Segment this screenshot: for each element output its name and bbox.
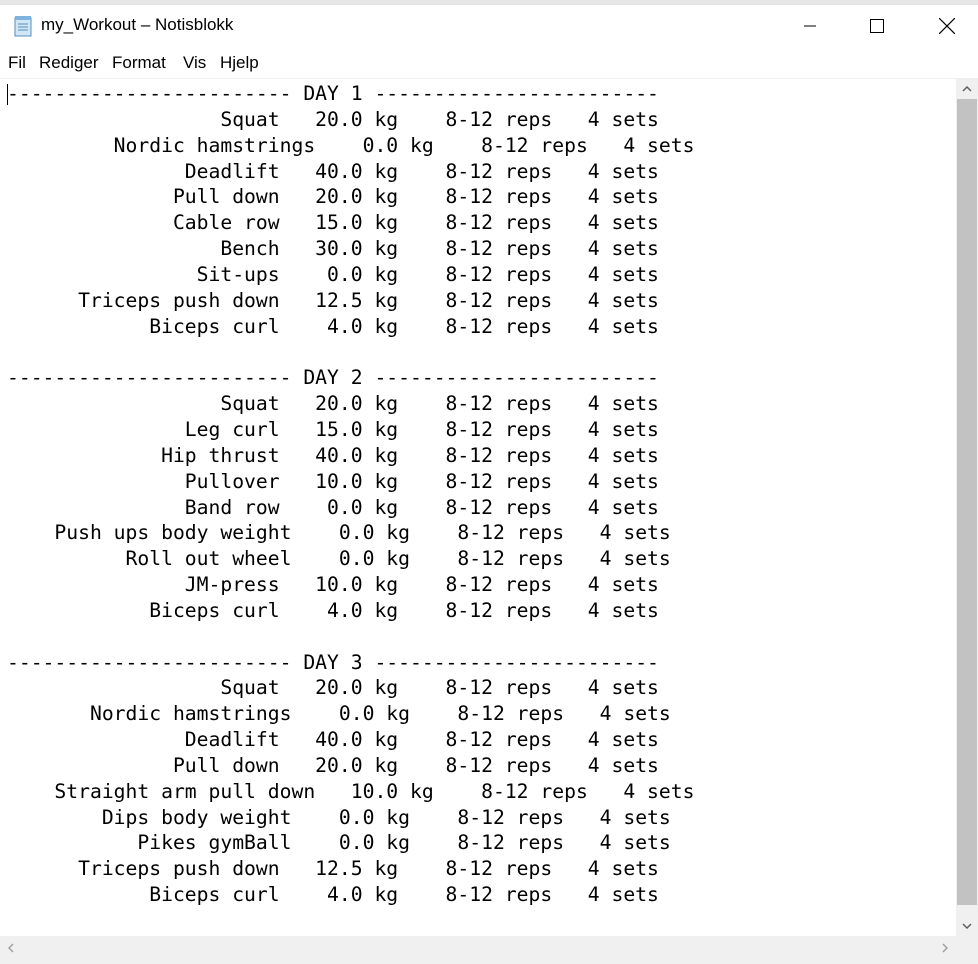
- minimize-icon: [804, 25, 816, 27]
- scroll-up-button[interactable]: [956, 79, 978, 99]
- document-text[interactable]: ------------------------ DAY 1 ---------…: [0, 79, 956, 908]
- text-line[interactable]: Triceps push down 12.5 kg 8-12 reps 4 se…: [7, 288, 659, 312]
- close-button[interactable]: [912, 5, 978, 47]
- text-editor[interactable]: ------------------------ DAY 1 ---------…: [0, 79, 956, 936]
- title-bar[interactable]: my_Workout – Notisblokk: [0, 5, 978, 50]
- scrollbar-corner: [956, 936, 978, 960]
- text-line[interactable]: Sit-ups 0.0 kg 8-12 reps 4 sets: [7, 262, 659, 286]
- text-line[interactable]: Squat 20.0 kg 8-12 reps 4 sets: [7, 676, 659, 700]
- text-line[interactable]: Push ups body weight 0.0 kg 8-12 reps 4 …: [7, 521, 671, 545]
- chevron-up-icon: [962, 86, 972, 92]
- text-line[interactable]: Dips body weight 0.0 kg 8-12 reps 4 sets: [7, 805, 671, 829]
- bottom-border: [0, 960, 978, 964]
- notepad-icon: [13, 15, 33, 37]
- text-line[interactable]: Biceps curl 4.0 kg 8-12 reps 4 sets: [7, 314, 659, 338]
- text-line[interactable]: Roll out wheel 0.0 kg 8-12 reps 4 sets: [7, 547, 671, 571]
- maximize-icon: [870, 19, 884, 33]
- text-line[interactable]: Bench 30.0 kg 8-12 reps 4 sets: [7, 237, 659, 261]
- text-line[interactable]: JM-press 10.0 kg 8-12 reps 4 sets: [7, 573, 659, 597]
- menu-file[interactable]: Fil: [8, 53, 26, 72]
- text-line[interactable]: Straight arm pull down 10.0 kg 8-12 reps…: [7, 779, 695, 803]
- chevron-right-icon: [942, 943, 948, 953]
- text-line[interactable]: ------------------------ DAY 1 ---------…: [7, 82, 659, 105]
- text-line[interactable]: Hip thrust 40.0 kg 8-12 reps 4 sets: [7, 443, 659, 467]
- text-line[interactable]: Nordic hamstrings 0.0 kg 8-12 reps 4 set…: [7, 133, 695, 157]
- text-line[interactable]: Squat 20.0 kg 8-12 reps 4 sets: [7, 107, 659, 131]
- text-line[interactable]: Biceps curl 4.0 kg 8-12 reps 4 sets: [7, 598, 659, 622]
- text-line[interactable]: Pullover 10.0 kg 8-12 reps 4 sets: [7, 469, 659, 493]
- text-line[interactable]: Pikes gymBall 0.0 kg 8-12 reps 4 sets: [7, 831, 671, 855]
- text-line[interactable]: ------------------------ DAY 3 ---------…: [7, 650, 659, 674]
- text-line[interactable]: ------------------------ DAY 2 ---------…: [7, 366, 659, 390]
- chevron-down-icon: [962, 923, 972, 929]
- text-caret: [7, 84, 8, 105]
- menu-format[interactable]: Format: [112, 53, 166, 72]
- minimize-button[interactable]: [775, 5, 845, 47]
- chevron-left-icon: [8, 943, 14, 953]
- scroll-left-button[interactable]: [0, 936, 22, 960]
- window-title: my_Workout – Notisblokk: [41, 15, 234, 34]
- text-line[interactable]: Squat 20.0 kg 8-12 reps 4 sets: [7, 392, 659, 416]
- text-line[interactable]: Biceps curl 4.0 kg 8-12 reps 4 sets: [7, 883, 659, 907]
- background-window-strip: [0, 0, 978, 5]
- vertical-scrollbar[interactable]: [956, 79, 978, 936]
- text-line[interactable]: Leg curl 15.0 kg 8-12 reps 4 sets: [7, 417, 659, 441]
- text-line[interactable]: Pull down 20.0 kg 8-12 reps 4 sets: [7, 185, 659, 209]
- menu-view[interactable]: Vis: [183, 53, 207, 72]
- maximize-button[interactable]: [842, 5, 912, 47]
- menu-help[interactable]: Hjelp: [220, 53, 259, 72]
- menu-edit[interactable]: Rediger: [39, 53, 99, 72]
- text-line[interactable]: Triceps push down 12.5 kg 8-12 reps 4 se…: [7, 857, 659, 881]
- horizontal-scrollbar[interactable]: [0, 936, 956, 960]
- text-line[interactable]: Deadlift 40.0 kg 8-12 reps 4 sets: [7, 159, 659, 183]
- scroll-right-button[interactable]: [934, 936, 956, 960]
- menu-bar: Fil Rediger Format Vis Hjelp: [0, 50, 978, 79]
- text-line[interactable]: Deadlift 40.0 kg 8-12 reps 4 sets: [7, 728, 659, 752]
- text-line[interactable]: Pull down 20.0 kg 8-12 reps 4 sets: [7, 753, 659, 777]
- text-line[interactable]: Nordic hamstrings 0.0 kg 8-12 reps 4 set…: [7, 702, 671, 726]
- scroll-down-button[interactable]: [956, 916, 978, 936]
- vertical-scroll-thumb[interactable]: [957, 99, 977, 905]
- close-icon: [939, 18, 955, 34]
- text-line[interactable]: Cable row 15.0 kg 8-12 reps 4 sets: [7, 211, 659, 235]
- text-line[interactable]: Band row 0.0 kg 8-12 reps 4 sets: [7, 495, 659, 519]
